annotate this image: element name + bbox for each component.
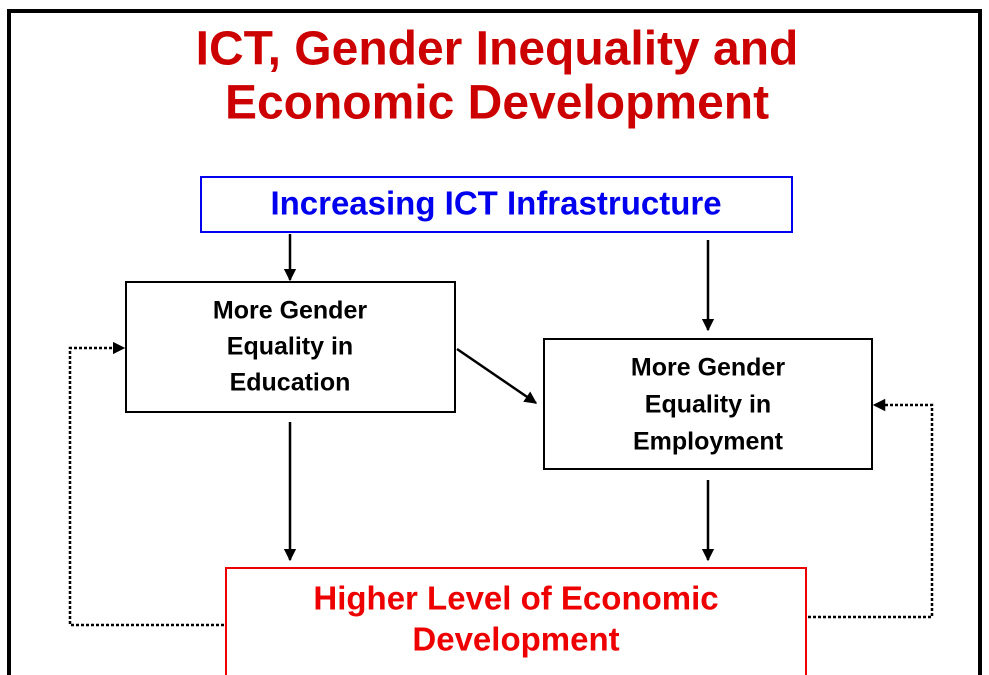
- node-label: Employment: [633, 428, 784, 456]
- title-line: ICT, Gender Inequality and: [196, 23, 799, 76]
- node-box: [125, 281, 456, 413]
- feedback-arrow: [808, 398, 934, 619]
- node-label: Education: [230, 369, 351, 397]
- node-box: [200, 176, 793, 233]
- feedback-arrow: [68, 341, 224, 627]
- title-line: Economic Development: [225, 77, 769, 130]
- arrows: [68, 234, 934, 627]
- node-box: [225, 567, 807, 675]
- node-label: More Gender: [631, 354, 785, 382]
- arrow: [456, 347, 538, 405]
- frame: [7, 9, 982, 675]
- node-label: Higher Level of Economic: [313, 580, 718, 617]
- node-label: Equality in: [227, 333, 353, 361]
- node-label: Equality in: [645, 391, 771, 419]
- node-box: [543, 338, 873, 470]
- node-label: Development: [412, 621, 619, 658]
- node-label: Increasing ICT Infrastructure: [270, 185, 721, 222]
- node-label: More Gender: [213, 297, 367, 325]
